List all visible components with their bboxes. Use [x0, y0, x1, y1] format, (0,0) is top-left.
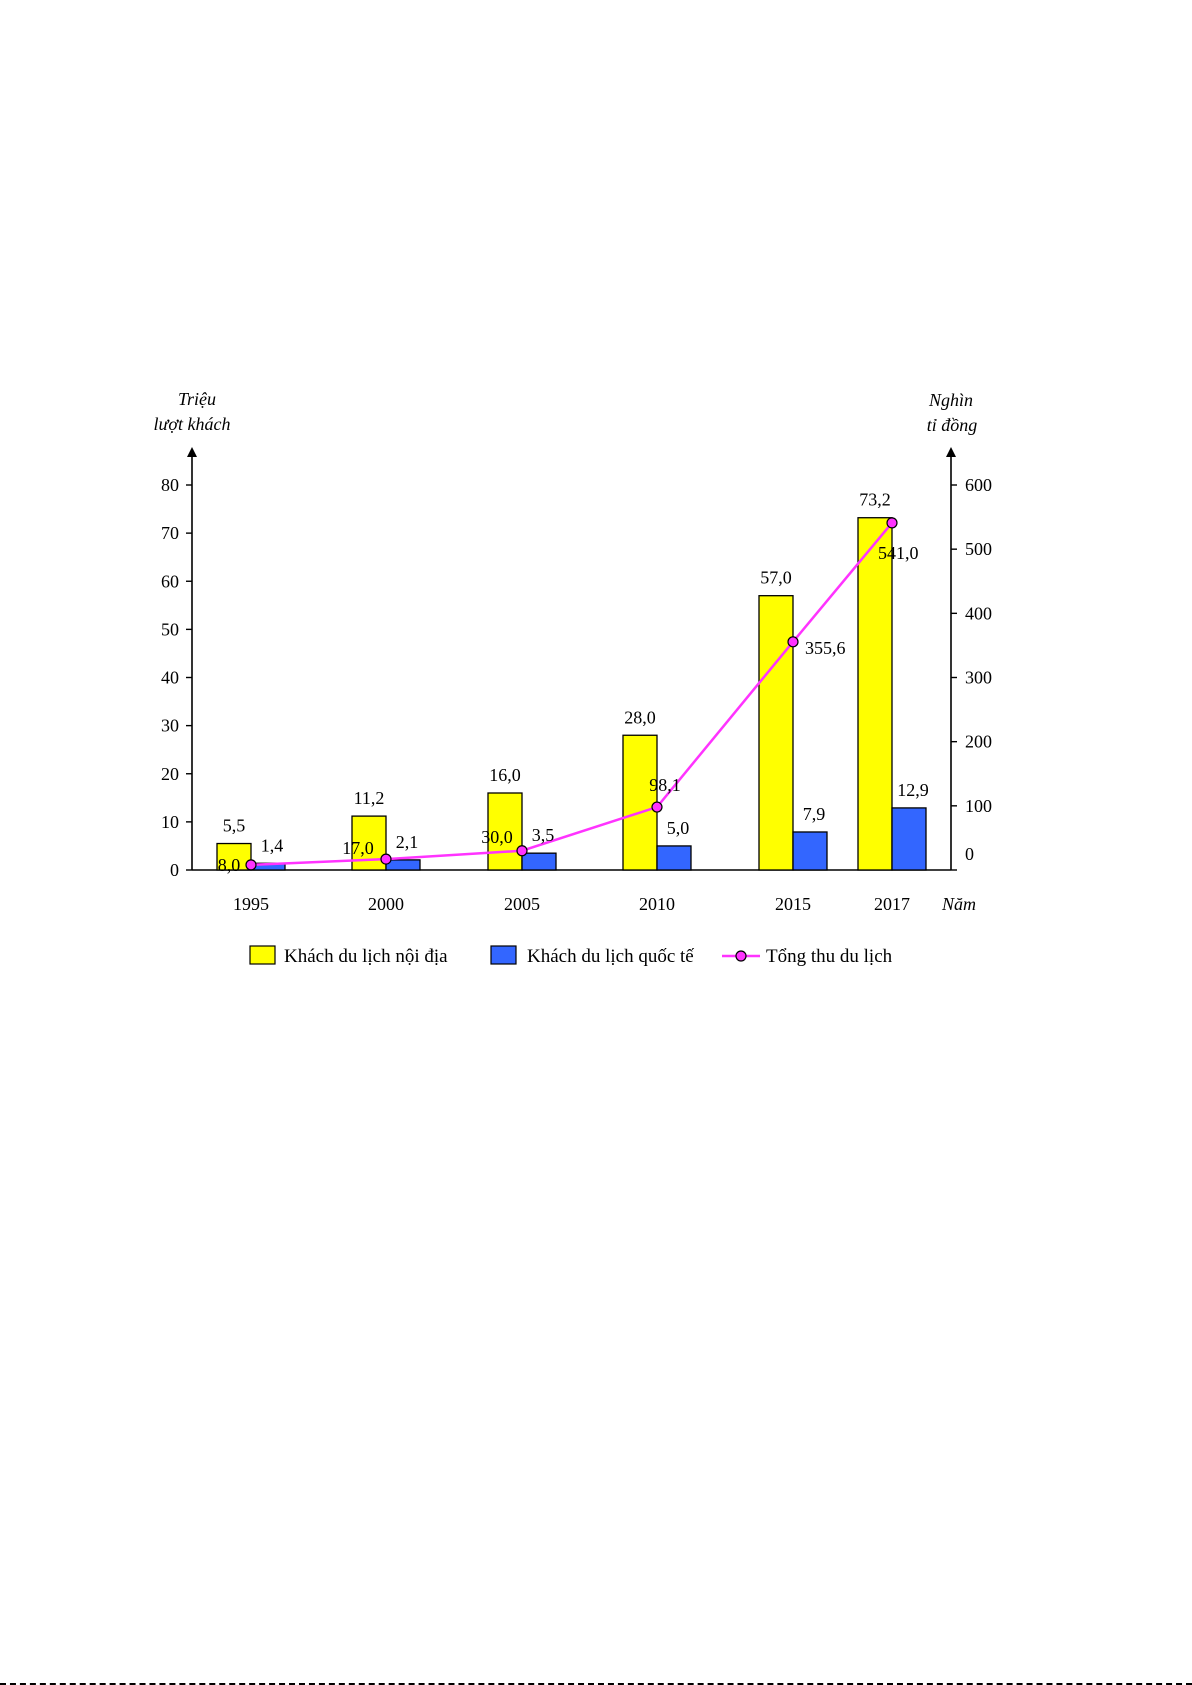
x-tick-label: 2005 [504, 894, 540, 914]
right-tick-label: 0 [965, 844, 974, 864]
page-bottom-dashed-border [0, 1683, 1192, 1685]
label-international-1995: 1,4 [261, 835, 284, 855]
bar-international-2015 [792, 831, 828, 871]
label-international-2015: 7,9 [803, 804, 826, 824]
left-tick-label: 20 [161, 764, 179, 784]
bar-domestic-2017 [857, 517, 893, 871]
x-axis-title: Năm [941, 894, 976, 914]
revenue-point-2017 [886, 517, 898, 529]
label-domestic-2015: 57,0 [760, 568, 792, 588]
left-tick-label: 0 [170, 860, 179, 880]
legend-marker-revenue [735, 950, 747, 962]
revenue-point-2000 [380, 853, 392, 865]
right-tick-label: 600 [965, 475, 992, 495]
right-tick-label: 400 [965, 603, 992, 623]
left-tick-label: 10 [161, 812, 179, 832]
right-axis-title-line2: tỉ đồng [927, 415, 978, 435]
label-domestic-2010: 28,0 [624, 707, 656, 727]
left-axis-title-line1: Triệu [178, 389, 216, 409]
x-tick-label: 2017 [874, 894, 910, 914]
revenue-point-1995 [245, 859, 257, 871]
label-domestic-2005: 16,0 [489, 765, 521, 785]
x-tick-label: 2000 [368, 894, 404, 914]
right-tick-label: 500 [965, 539, 992, 559]
label-revenue-1995: 8,0 [218, 855, 241, 875]
label-international-2000: 2,1 [396, 832, 419, 852]
right-axis-title-line1: Nghìn [928, 390, 973, 410]
revenue-line-layer [245, 517, 898, 871]
revenue-point-2015 [787, 636, 799, 648]
left-tick-label: 80 [161, 475, 179, 495]
left-tick-label: 70 [161, 523, 179, 543]
label-international-2010: 5,0 [667, 818, 690, 838]
label-domestic-2017: 73,2 [859, 490, 891, 510]
bars [216, 517, 927, 871]
label-domestic-1995: 5,5 [223, 816, 246, 836]
x-tick-label: 2015 [775, 894, 811, 914]
revenue-point-2005 [516, 845, 528, 857]
right-tick-label: 200 [965, 732, 992, 752]
legend-label-domestic: Khách du lịch nội địa [284, 946, 448, 967]
bar-international-2000 [385, 859, 421, 871]
label-revenue-2010: 98,1 [649, 775, 681, 795]
right-axis-ticks: 0 100 200 300 400 500 600 [951, 475, 992, 871]
label-revenue-2005: 30,0 [481, 827, 513, 847]
x-tick-label: 1995 [233, 894, 269, 914]
legend: Khách du lịch nội địa Khách du lịch quốc… [249, 945, 893, 967]
label-revenue-2017: 541,0 [878, 543, 919, 563]
label-international-2005: 3,5 [532, 825, 555, 845]
right-tick-label: 100 [965, 796, 992, 816]
left-tick-label: 60 [161, 571, 179, 591]
left-tick-label: 40 [161, 668, 179, 688]
left-tick-label: 50 [161, 619, 179, 639]
data-labels: 5,5 1,4 11,2 2,1 16,0 3,5 28,0 5,0 57,0 7,9 73,2 12… [218, 490, 929, 875]
label-revenue-2015: 355,6 [805, 638, 846, 658]
legend-swatch-international [490, 945, 517, 965]
revenue-point-2010 [651, 801, 663, 813]
x-axis-ticks: 1995 2000 2005 2010 2015 2017 [233, 894, 910, 914]
right-tick-label: 300 [965, 668, 992, 688]
left-axis-title-line2: lượt khách [154, 414, 231, 434]
label-revenue-2000: 17,0 [342, 838, 374, 858]
legend-label-revenue: Tổng thu du lịch [766, 946, 893, 967]
bar-domestic-2015 [758, 595, 794, 871]
bar-international-2005 [521, 852, 557, 871]
left-tick-label: 30 [161, 716, 179, 736]
revenue-line [250, 522, 893, 867]
bar-domestic-2010 [622, 734, 658, 871]
bar-international-2010 [656, 845, 692, 871]
label-international-2017: 12,9 [897, 780, 929, 800]
legend-swatch-domestic [249, 945, 276, 965]
left-axis-ticks: 0 10 20 30 40 50 60 70 80 [161, 475, 192, 880]
bar-international-2017 [891, 807, 927, 871]
x-tick-label: 2010 [639, 894, 675, 914]
bar-domestic-1995 [216, 842, 252, 871]
label-domestic-2000: 11,2 [354, 788, 385, 808]
legend-label-international: Khách du lịch quốc tế [527, 946, 694, 967]
bar-domestic-2005 [487, 792, 523, 871]
